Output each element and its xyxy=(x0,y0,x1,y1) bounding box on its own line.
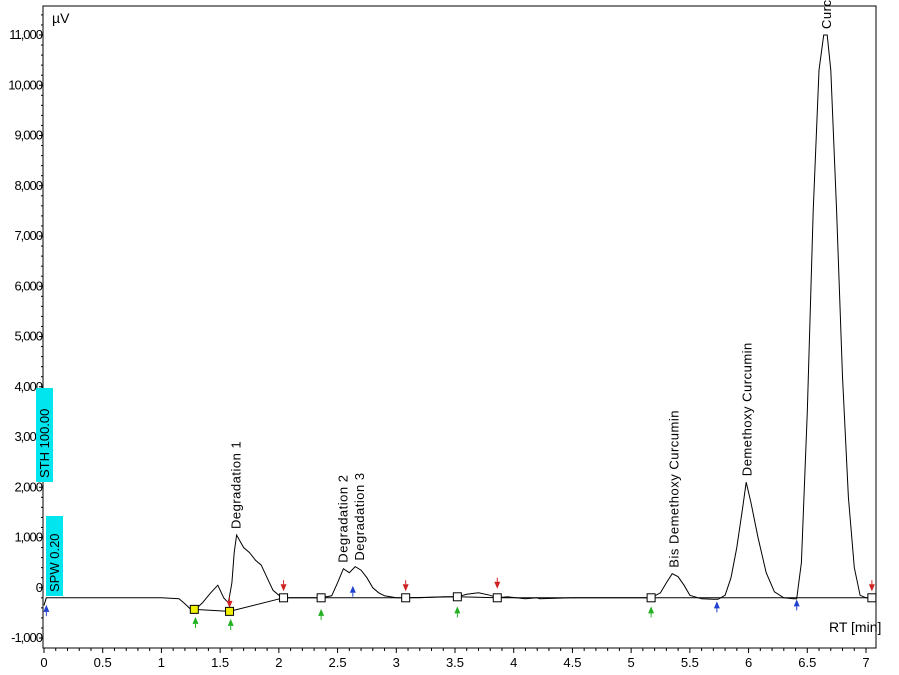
x-tick-label: 1 xyxy=(158,655,165,670)
event-marker xyxy=(192,616,199,624)
y-tick-label: 5,000 xyxy=(14,329,42,344)
event-marker-group xyxy=(43,577,875,630)
baseline-mark xyxy=(279,593,289,603)
x-tick-label: 4.5 xyxy=(563,655,581,670)
baseline-mark xyxy=(452,592,462,602)
x-tick-label: 2 xyxy=(275,655,282,670)
event-marker xyxy=(868,584,875,592)
baseline-segment xyxy=(229,597,284,612)
x-tick-label: 4 xyxy=(510,655,517,670)
y-tick-label: 8,000 xyxy=(14,178,42,193)
axis-ticks: -1,00001,0002,0003,0004,0005,0006,0007,0… xyxy=(8,14,870,670)
baseline-mark xyxy=(492,593,502,603)
event-marker xyxy=(454,606,461,614)
baseline-segment xyxy=(194,608,230,612)
x-tick-label: 5 xyxy=(628,655,635,670)
y-tick-label: 9,000 xyxy=(14,128,42,143)
y-tick-label: 10,000 xyxy=(8,77,43,92)
x-tick-label: 2.5 xyxy=(329,655,347,670)
x-unit-label: RT [min] xyxy=(829,619,881,635)
y-tick-label: 11,000 xyxy=(9,27,43,42)
peak-label: Degradation 2 xyxy=(335,475,350,563)
plot-axes xyxy=(42,5,877,649)
baseline-mark xyxy=(225,606,235,616)
y-tick-label: 0 xyxy=(36,580,43,595)
x-tick-label: 3.5 xyxy=(446,655,464,670)
y-tick-label: 1,000 xyxy=(14,530,42,545)
event-marker xyxy=(494,581,501,589)
peak-label: Degradation 1 xyxy=(229,441,244,529)
event-marker xyxy=(43,604,50,612)
x-tick-label: 0 xyxy=(40,655,47,670)
baseline-mark xyxy=(316,593,326,603)
x-tick-label: 1.5 xyxy=(211,655,229,670)
peak-label: Bis Demethoxy Curcumin xyxy=(667,410,682,568)
event-marker xyxy=(349,585,356,593)
event-marker xyxy=(793,599,800,607)
baseline-mark xyxy=(189,604,199,614)
plot-frame xyxy=(42,5,877,649)
y-tick-label: -1,000 xyxy=(11,630,43,645)
peak-label-group: Degradation 1 Degradation 2 Degradation 3 B… xyxy=(229,0,835,568)
y-tick-label: 7,000 xyxy=(14,228,42,243)
peak-label: Curcumin xyxy=(819,0,834,29)
baseline-mark xyxy=(646,593,656,603)
x-tick-label: 6.5 xyxy=(798,655,816,670)
parameter-tag xyxy=(36,388,53,482)
baseline-mark xyxy=(401,593,411,603)
baseline-mark-group xyxy=(189,592,877,616)
event-marker xyxy=(648,606,655,614)
event-marker xyxy=(318,608,325,616)
event-marker xyxy=(226,600,233,608)
parameter-tag-label: STH 100.00 xyxy=(37,409,52,478)
event-marker xyxy=(280,584,287,592)
event-marker xyxy=(402,584,409,592)
x-tick-label: 7 xyxy=(862,655,869,670)
x-tick-label: 3 xyxy=(393,655,400,670)
parameter-marker-group: STH 100.00 SPW 0.20 xyxy=(36,388,63,596)
x-tick-label: 6 xyxy=(745,655,752,670)
parameter-tag-label: SPW 0.20 xyxy=(47,533,62,592)
baseline-mark xyxy=(867,593,877,603)
y-tick-label: 2,000 xyxy=(14,479,42,494)
x-tick-label: 0.5 xyxy=(94,655,112,670)
y-unit-label: µV xyxy=(52,10,70,26)
event-marker xyxy=(713,601,720,609)
parameter-tag xyxy=(46,516,63,596)
y-tick-label: 6,000 xyxy=(14,278,42,293)
peak-label: Demethoxy Curcumin xyxy=(739,342,754,476)
x-tick-label: 5.5 xyxy=(681,655,699,670)
baseline-segment xyxy=(457,596,498,599)
peak-label: Degradation 3 xyxy=(352,472,367,560)
event-marker xyxy=(227,618,234,626)
